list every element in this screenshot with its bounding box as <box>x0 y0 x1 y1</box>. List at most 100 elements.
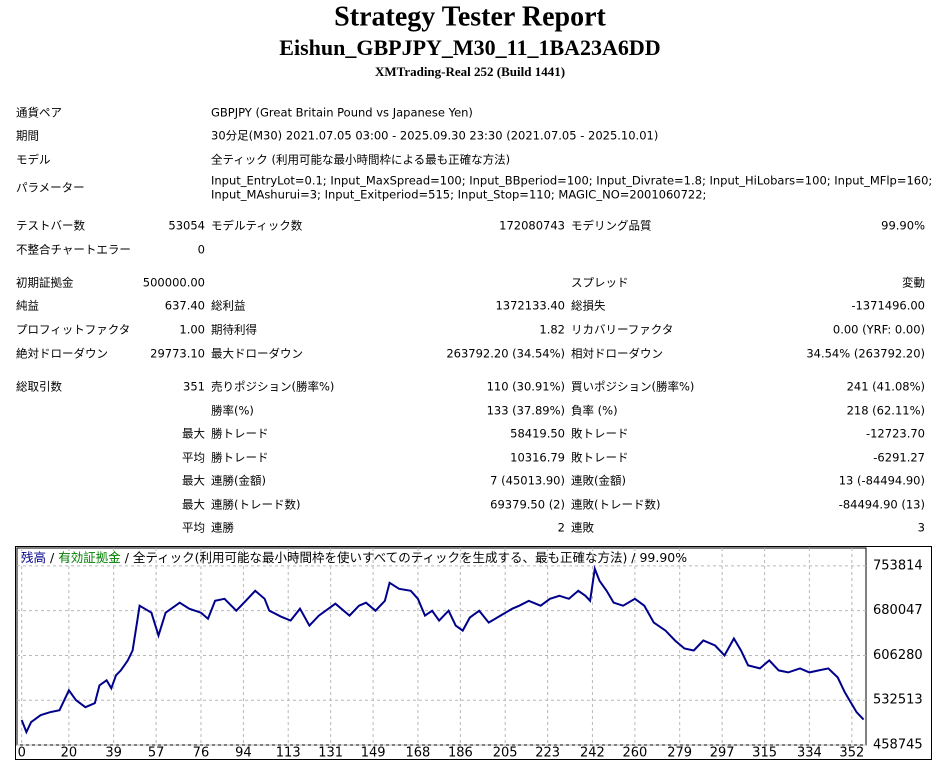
stat-label: 負率 (%) <box>571 404 618 418</box>
stat-label: 総損失 <box>571 299 606 313</box>
stat-label: 勝率(%) <box>211 404 254 418</box>
stat-label: 買いポジション(勝率%) <box>571 380 694 394</box>
stat-label: 最大ドローダウン <box>211 347 303 361</box>
stat-label: 総利益 <box>211 299 246 313</box>
legend-text: / 全ティック(利用可能な最小時間枠を使いすべてのティックを生成する、最も正確な… <box>125 550 688 565</box>
stat-label: 連敗 <box>571 521 594 535</box>
balance-line <box>20 565 865 735</box>
x-tick-label: 168 <box>406 746 431 761</box>
stat-value: 1.00 <box>179 323 205 337</box>
info-label: 通貨ペア <box>16 106 62 120</box>
stat-value: -84494.90 (13) <box>839 498 925 512</box>
stat-value: 172080743 <box>499 219 565 233</box>
stat-value: 0.00 (YRF: 0.00) <box>833 323 925 337</box>
stat-value: 平均 <box>182 451 205 465</box>
info-label: 期間 <box>16 129 39 143</box>
stat-label: モデルティック数 <box>211 219 303 233</box>
legend: 残高 / 有効証拠金 / 全ティック(利用可能な最小時間枠を使いすべてのティックを生成… <box>21 550 687 565</box>
report-subtitle: Eishun_GBPJPY_M30_11_1BA23A6DD <box>279 35 660 60</box>
stat-value: 637.40 <box>165 299 205 313</box>
stat-value: 最大 <box>182 427 205 441</box>
info-value: Input_MAshurui=3; Input_Exitperiod=515; … <box>211 188 706 202</box>
stat-label: 総取引数 <box>16 380 62 394</box>
stat-value: 500000.00 <box>143 276 205 290</box>
stat-value: 218 (62.11%) <box>847 404 925 418</box>
x-tick-label: 297 <box>710 746 735 761</box>
stat-value: 変動 <box>902 276 925 290</box>
x-tick-label: 260 <box>622 746 647 761</box>
stat-value: 2 <box>558 521 565 535</box>
x-tick-label: 113 <box>276 746 301 761</box>
info-label: モデル <box>16 153 51 167</box>
stat-label: 不整合チャートエラー <box>16 243 131 257</box>
x-tick-label: 242 <box>580 746 605 761</box>
x-tick-label: 315 <box>752 746 777 761</box>
legend-entry: 残高 <box>21 550 46 565</box>
y-tick-label: 753814 <box>873 558 923 573</box>
stat-value: 10316.79 <box>510 451 565 465</box>
stat-value: -1371496.00 <box>851 299 925 313</box>
stat-value: 1372133.40 <box>495 299 565 313</box>
y-tick-label: 532513 <box>873 693 923 708</box>
stat-label: 連敗(金額) <box>571 474 626 488</box>
y-tick-label: 680047 <box>873 603 923 618</box>
x-tick-label: 131 <box>318 746 343 761</box>
stat-value: 69379.50 (2) <box>490 498 565 512</box>
stat-value: 351 <box>183 380 205 394</box>
stat-value: 58419.50 <box>510 427 565 441</box>
axes: 458745 532513 606280 680047 753814 0 20 39 57 76 9… <box>17 548 923 761</box>
stat-value: 13 (-84494.90) <box>839 474 925 488</box>
stat-value: 3 <box>918 521 925 535</box>
stat-value: 34.54% (263792.20) <box>806 347 925 361</box>
stat-value: 平均 <box>182 521 205 535</box>
stat-value: 110 (30.91%) <box>487 380 565 394</box>
x-tick-label: 20 <box>61 746 78 761</box>
x-tick-label: 149 <box>361 746 386 761</box>
server: XMTrading-Real 252 (Build 1441) <box>375 64 565 79</box>
x-tick-label: 0 <box>18 746 26 761</box>
stat-label: スプレッド <box>571 276 629 290</box>
info-value: GBPJPY (Great Britain Pound vs Japanese … <box>211 106 473 120</box>
stat-value: 53054 <box>168 219 205 233</box>
stat-label: 絶対ドローダウン <box>16 347 108 361</box>
x-tick-label: 205 <box>493 746 518 761</box>
y-tick-label: 606280 <box>873 648 923 663</box>
x-tick-label: 279 <box>667 746 692 761</box>
stat-label: 勝トレード <box>211 451 269 465</box>
stat-label: プロフィットファクタ <box>16 323 130 337</box>
x-tick-label: 57 <box>148 746 165 761</box>
stat-value: 99.90% <box>881 219 925 233</box>
x-tick-label: 334 <box>797 746 822 761</box>
stat-value: -12723.70 <box>866 427 925 441</box>
stat-value: 0 <box>198 243 205 257</box>
info-value: 30分足(M30) 2021.07.05 03:00 - 2025.09.30 … <box>211 129 658 143</box>
stat-value: 最大 <box>182 474 205 488</box>
x-tick-label: 39 <box>105 746 122 761</box>
report-title: Strategy Tester Report <box>334 1 606 32</box>
stat-value: 29773.10 <box>150 347 205 361</box>
stat-label: 相対ドローダウン <box>571 347 663 361</box>
stat-label: 期待利得 <box>211 323 257 337</box>
x-tick-label: 223 <box>535 746 560 761</box>
stat-label: 連勝(トレード数) <box>211 498 300 512</box>
stat-value: 1.82 <box>539 323 565 337</box>
x-tick-label: 352 <box>839 746 864 761</box>
stat-label: 連敗(トレード数) <box>571 498 660 512</box>
stat-value: 241 (41.08%) <box>847 380 925 394</box>
stat-label: 売りポジション(勝率%) <box>211 380 334 394</box>
stat-value: 263792.20 (34.54%) <box>446 347 565 361</box>
stat-value: 最大 <box>182 498 205 512</box>
info-label: パラメーター <box>16 181 85 195</box>
x-tick-label: 76 <box>193 746 210 761</box>
plot-area <box>16 547 867 746</box>
stat-label: 純益 <box>16 299 39 313</box>
x-tick-label: 94 <box>235 746 252 761</box>
info-value: Input_EntryLot=0.1; Input_MaxSpread=100;… <box>211 174 932 188</box>
info-value: 全ティック (利用可能な最小時間枠による最も正確な方法) <box>211 153 510 167</box>
stat-label: 連勝(金額) <box>211 474 266 488</box>
legend-text: 有効証拠金 <box>58 550 121 565</box>
stat-value: -6291.27 <box>873 451 925 465</box>
stat-label: 敗トレード <box>571 451 629 465</box>
y-tick-label: 458745 <box>873 738 923 753</box>
